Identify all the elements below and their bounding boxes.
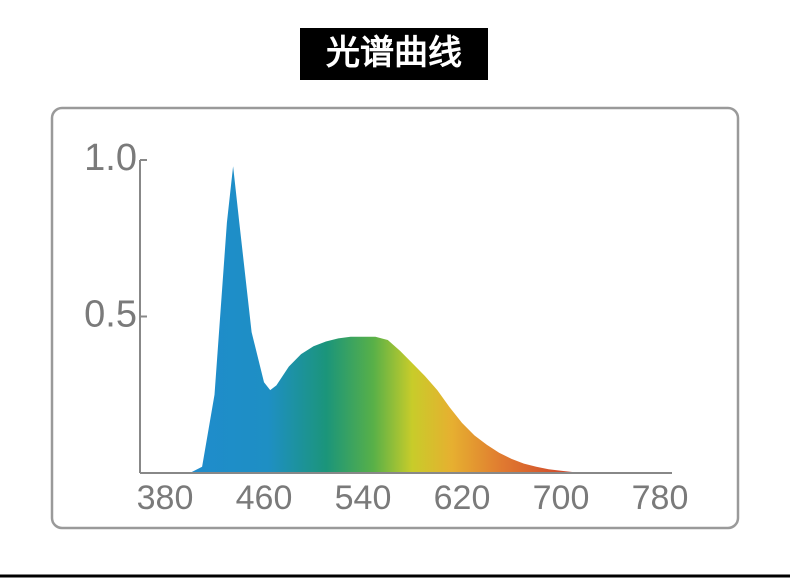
chart-title: 光谱曲线 [326, 34, 462, 72]
y-tick-label: 1.0 [84, 137, 137, 179]
x-tick-label: 620 [434, 479, 491, 517]
x-tick-label: 780 [632, 479, 689, 517]
x-tick-label: 380 [137, 479, 194, 517]
x-tick-label: 700 [533, 479, 590, 517]
title-box [300, 28, 488, 80]
spectrum-area [189, 166, 586, 474]
x-tick-label: 540 [335, 479, 392, 517]
frame [50, 106, 740, 530]
x-tick-label: 460 [236, 479, 293, 517]
y-tick-label: 0.5 [84, 294, 137, 336]
